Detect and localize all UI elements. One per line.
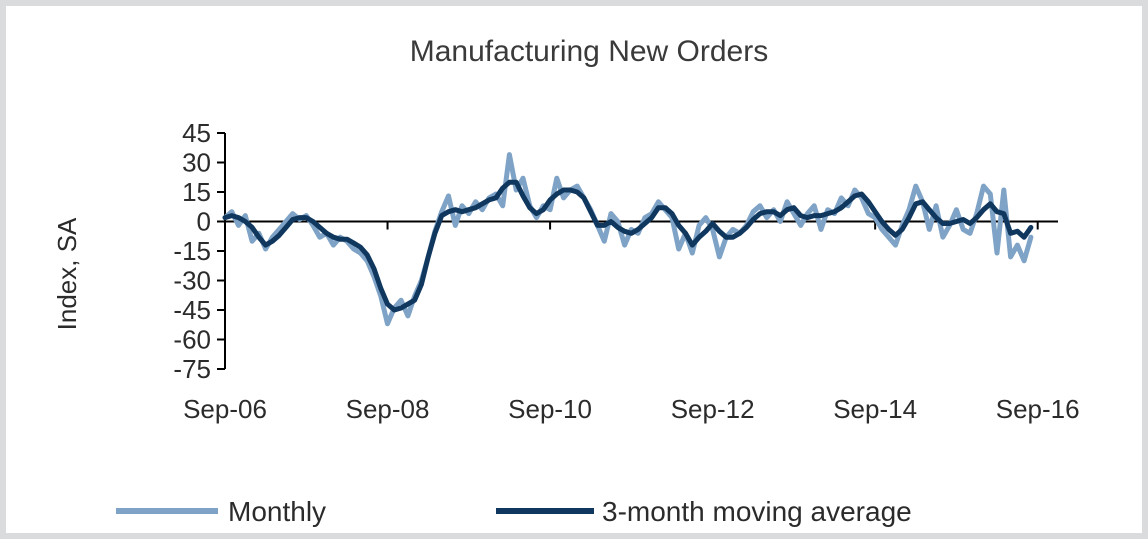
y-axis-label: Index, SA — [52, 217, 82, 330]
y-tick-label: 15 — [182, 177, 211, 207]
y-tick-label: -15 — [173, 236, 211, 266]
chart-title: Manufacturing New Orders — [410, 35, 768, 68]
series-line-moving-average — [222, 179, 1034, 313]
legend-label-monthly: Monthly — [228, 496, 326, 527]
y-tick-label: -75 — [173, 354, 211, 384]
chart-frame: Manufacturing New Orders Index, SA 45 30 1… — [6, 6, 1142, 533]
y-tick-label: -45 — [173, 295, 211, 325]
x-tick-label: Sep-06 — [183, 394, 267, 424]
x-tick-label: Sep-08 — [346, 394, 430, 424]
x-tick-label: Sep-16 — [996, 394, 1080, 424]
y-tick-label: -30 — [173, 266, 211, 296]
legend: Monthly 3-month moving average — [116, 496, 912, 527]
y-tick-label: 0 — [197, 207, 211, 237]
x-tick-label: Sep-12 — [671, 394, 755, 424]
legend-label-moving-average: 3-month moving average — [602, 496, 912, 527]
chart-svg: Manufacturing New Orders Index, SA 45301… — [52, 35, 1080, 527]
y-tick-label: 45 — [182, 118, 211, 148]
series-line-monthly — [222, 152, 1034, 327]
y-tick-label: 30 — [182, 148, 211, 178]
x-tick-label: Sep-10 — [508, 394, 592, 424]
x-tick-label: Sep-14 — [833, 394, 917, 424]
y-tick-label: -60 — [173, 325, 211, 355]
